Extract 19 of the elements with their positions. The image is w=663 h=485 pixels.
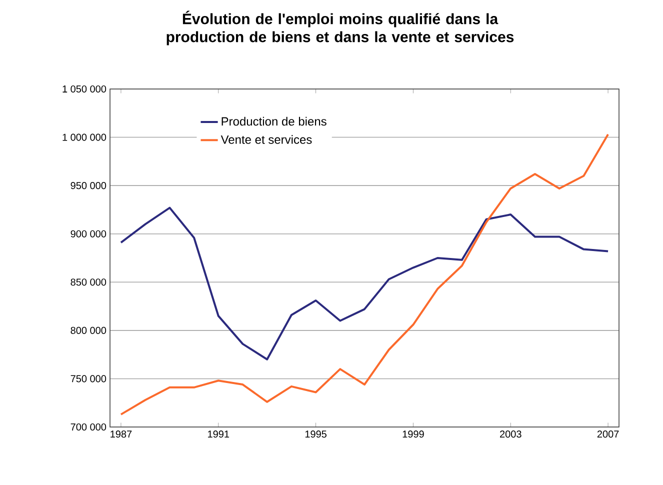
x-tick-label: 1987: [110, 430, 132, 438]
y-tick-label: 750 000: [70, 375, 106, 382]
line-series: [120, 206, 610, 360]
x-tick-label: 2007: [597, 430, 619, 438]
y-tick-label: 800 000: [70, 326, 106, 334]
x-tick-label: 1999: [402, 430, 424, 438]
x-tick-label: 1995: [305, 430, 326, 438]
line-series: [120, 133, 610, 416]
y-tick-label: 850 000: [70, 278, 106, 286]
y-tick-label: 700 000: [70, 423, 106, 431]
chart-title: Évolution de l'emploi moins qualifié dans la production de biens et dans la vente et services: [166, 10, 514, 46]
legend-label: Vente et services: [220, 135, 312, 144]
y-tick-label: 1 000 000: [62, 134, 106, 141]
x-tick-label: 1991: [208, 430, 230, 438]
x-tick-label: 2003: [500, 430, 522, 438]
legend-label: Production de biens: [222, 116, 326, 126]
y-tick-label: 900 000: [70, 230, 106, 238]
y-tick-label: 1 050 000: [62, 85, 106, 93]
y-tick-label: 950 000: [70, 182, 106, 190]
